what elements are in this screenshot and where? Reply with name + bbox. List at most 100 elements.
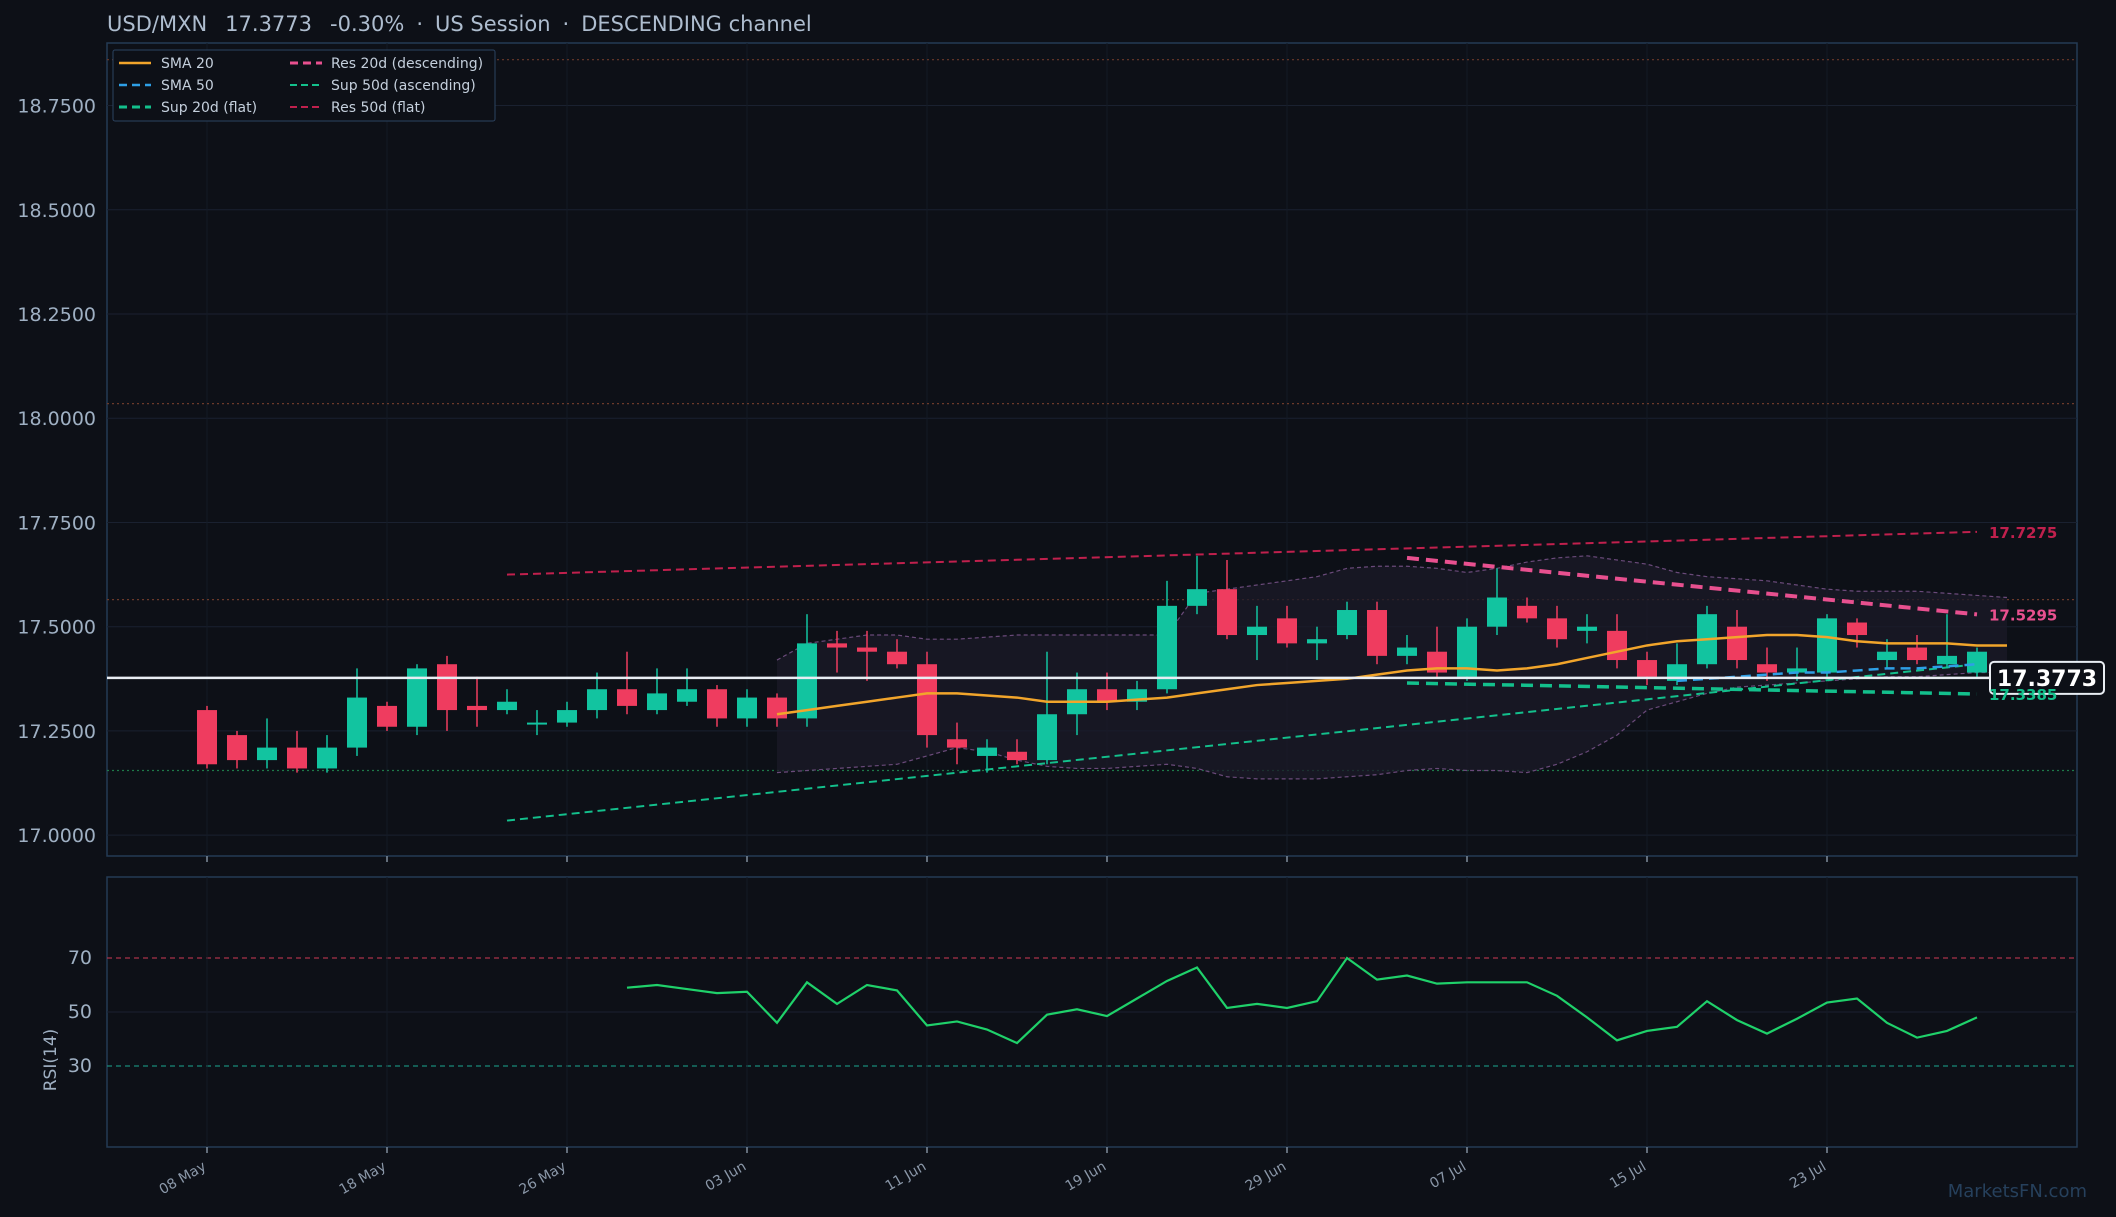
rsi-tick-label: 50 xyxy=(68,1001,92,1023)
candle xyxy=(1367,601,1387,665)
candle-body xyxy=(1517,605,1537,619)
candle xyxy=(287,730,307,773)
price-panel: 17.0000 17.2500 17.5000 17.7500 18.0000 18.25… xyxy=(17,42,2105,857)
candle-body xyxy=(677,689,697,702)
date-tick-label: 03 Jun xyxy=(703,1159,749,1195)
candle-body xyxy=(1277,618,1297,644)
candle xyxy=(227,730,247,769)
current-price-badge xyxy=(1989,660,2105,695)
candle-body xyxy=(1367,610,1387,656)
candle xyxy=(1187,555,1207,615)
legend-label-res50: Res 50d (flat) xyxy=(331,100,425,116)
candle xyxy=(797,614,817,727)
candle-body xyxy=(197,710,217,765)
price-tick-label: 18.5000 xyxy=(17,200,96,222)
date-tick-label: 18 May xyxy=(337,1159,389,1198)
date-tick-label: 11 Jun xyxy=(883,1159,929,1195)
candle-body xyxy=(1157,605,1177,690)
candle xyxy=(737,689,757,727)
candle xyxy=(1277,605,1297,648)
price-tick-label: 17.7500 xyxy=(17,512,96,534)
date-tick-label: 26 May xyxy=(517,1159,569,1198)
candle xyxy=(377,701,397,731)
candle-body xyxy=(707,689,727,719)
candle-body xyxy=(1787,668,1807,673)
candle xyxy=(1217,559,1237,640)
date-tick-label: 19 Jun xyxy=(1063,1159,1109,1195)
price-y-axis: 17.0000 17.2500 17.5000 17.7500 18.0000 18.25… xyxy=(17,96,96,848)
candle xyxy=(1037,651,1057,765)
rsi-tick-label: 30 xyxy=(68,1055,92,1077)
header-symbol: USD/MXN xyxy=(107,12,207,36)
candle-body xyxy=(1727,626,1747,661)
candle xyxy=(257,718,277,769)
candle xyxy=(1967,647,1987,677)
rsi-series-line xyxy=(626,956,1978,1045)
candle xyxy=(557,701,577,727)
candle-body xyxy=(947,739,967,748)
candle xyxy=(917,651,937,748)
header-session: US Session xyxy=(435,12,551,36)
candle xyxy=(467,676,487,727)
candle xyxy=(1637,651,1657,686)
watermark: MarketsFN.com xyxy=(1948,1181,2087,1202)
candle xyxy=(1787,647,1807,681)
candle-body xyxy=(1937,655,1957,665)
sma20-line xyxy=(776,633,2007,716)
candle xyxy=(1247,605,1267,661)
rsi-y-axis: 30 50 70 xyxy=(68,947,92,1077)
price-tick-label: 18.0000 xyxy=(17,408,96,430)
candle-body xyxy=(587,689,607,711)
candle-body xyxy=(1847,622,1867,636)
candle xyxy=(1727,610,1747,669)
candle xyxy=(1487,568,1507,636)
rsi-panel: 30 50 70 xyxy=(68,876,2078,1148)
legend: SMA 20 SMA 50 Sup 20d (flat) Res 20d (de… xyxy=(112,49,496,122)
price-tick-label: 17.0000 xyxy=(17,825,96,847)
candle xyxy=(1517,597,1537,623)
candle-body xyxy=(1907,647,1927,661)
candle-body xyxy=(647,693,667,711)
candle-body xyxy=(1007,751,1027,761)
candle-body xyxy=(1187,589,1207,606)
candle xyxy=(1007,739,1027,765)
candle-body xyxy=(1457,626,1477,677)
header-channel: DESCENDING channel xyxy=(581,12,812,36)
legend-label-sup20: Sup 20d (flat) xyxy=(161,100,257,116)
sup20-value-label: 17.3385 xyxy=(1989,686,2057,704)
candle xyxy=(407,664,427,736)
date-tick-label: 15 Jul xyxy=(1607,1159,1649,1192)
sup20-trendline xyxy=(1406,681,1978,696)
candle-body xyxy=(347,697,367,748)
header-separator: · xyxy=(416,12,423,36)
candle xyxy=(827,630,847,673)
band-upper-line xyxy=(776,555,2008,661)
header-price: 17.3773 xyxy=(225,12,312,36)
candle-body xyxy=(1757,664,1777,673)
date-tick-label: 08 May xyxy=(157,1159,209,1198)
rsi-axis-label: RSI(14) xyxy=(41,1029,61,1092)
res50-value-label: 17.7275 xyxy=(1989,524,2057,542)
candle-body xyxy=(797,643,817,719)
candle-body xyxy=(737,697,757,719)
date-tick-label: 29 Jun xyxy=(1243,1159,1289,1195)
candle-body xyxy=(227,735,247,761)
price-tick-label: 18.2500 xyxy=(17,304,96,326)
legend-label-sma50: SMA 50 xyxy=(161,78,214,94)
legend-label-res20: Res 20d (descending) xyxy=(331,56,483,72)
candle xyxy=(497,689,517,715)
candle xyxy=(527,710,547,736)
chart-header: USD/MXN 17.3773 -0.30% · US Session · DESCENDI… xyxy=(107,12,812,36)
candle-body xyxy=(1307,639,1327,644)
candle-body xyxy=(467,705,487,711)
price-tick-label: 17.5000 xyxy=(17,617,96,639)
level-labels: 17.7275 17.5295 17.3385 xyxy=(1989,524,2057,704)
candle xyxy=(857,630,877,681)
candle-body xyxy=(1967,651,1987,673)
date-tick-label: 23 Jul xyxy=(1787,1159,1829,1192)
price-tick-label: 17.2500 xyxy=(17,721,96,743)
candle xyxy=(1307,626,1327,661)
candle-body xyxy=(977,747,997,756)
candle-body xyxy=(527,722,547,725)
candle xyxy=(437,655,457,731)
